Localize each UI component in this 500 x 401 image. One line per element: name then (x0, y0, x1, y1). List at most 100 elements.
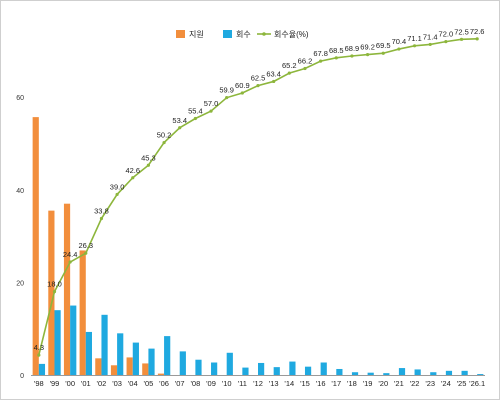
bar-recovery-26 (445, 370, 453, 375)
y-axis-ticks: 0 20 40 60 (16, 95, 24, 380)
y-tick-label-60: 60 (16, 95, 24, 102)
x-tick-label-10: '08 (190, 379, 200, 388)
data-label-22: 69.5 (376, 41, 391, 50)
bar-support-3 (79, 250, 86, 375)
bar-recovery-15 (273, 367, 280, 375)
bar-support-7 (142, 363, 149, 375)
legend-swatch-recovery (223, 30, 232, 38)
bar-recovery-27 (461, 370, 468, 375)
line-point-24 (412, 44, 417, 48)
line-point-5 (115, 192, 119, 197)
x-tick-label-18: '16 (316, 379, 326, 388)
line-point-6 (131, 176, 135, 180)
x-tick-label-11: '09 (206, 379, 216, 388)
line-point-3 (84, 251, 88, 255)
x-tick-label-7: '05 (144, 379, 154, 388)
data-label-13: 60.9 (235, 81, 250, 90)
data-label-24: 71.1 (407, 34, 422, 43)
bar-support-2 (63, 203, 71, 375)
bar-recovery-22 (383, 373, 390, 375)
x-tick-label-0: '98 (34, 379, 44, 388)
legend-swatch-line-marker (262, 32, 266, 36)
x-tick-label-28: '26.1 (469, 379, 485, 388)
bar-recovery-8 (164, 336, 171, 375)
bar-recovery-9 (179, 351, 186, 375)
data-label-2: 24.4 (63, 250, 78, 259)
line-point-18 (319, 59, 323, 63)
bar-recovery-7 (148, 348, 155, 375)
bar-recovery-24 (414, 369, 421, 375)
x-tick-label-4: '02 (97, 379, 107, 388)
line-point-7 (146, 163, 151, 167)
line-point-1 (52, 290, 57, 294)
data-label-18: 67.8 (313, 49, 328, 58)
data-label-26: 72.0 (439, 30, 454, 39)
line-point-19 (334, 56, 338, 60)
data-label-16: 65.2 (282, 61, 297, 70)
data-label-1: 18.0 (47, 280, 62, 289)
x-tick-label-26: '24 (441, 379, 451, 388)
data-label-25: 71.4 (423, 32, 438, 41)
line-point-15 (272, 79, 276, 84)
line-point-17 (303, 66, 307, 71)
line-point-9 (178, 126, 182, 130)
bar-recovery-12 (226, 352, 233, 375)
line-point-10 (193, 116, 197, 121)
bar-recovery-25 (430, 372, 437, 375)
data-label-15: 63.4 (266, 69, 281, 78)
x-tick-label-12: '10 (222, 379, 232, 388)
line-point-4 (99, 216, 104, 221)
legend: 지원 회수 회수율(%) (176, 30, 309, 39)
data-label-8: 50.2 (157, 131, 172, 140)
line-point-20 (350, 54, 354, 58)
line-point-12 (225, 96, 229, 100)
y-tick-label-0: 0 (20, 373, 24, 380)
legend-label-support: 지원 (189, 30, 204, 39)
legend-label-recovery: 회수 (236, 30, 251, 39)
data-label-11: 57.0 (204, 99, 219, 108)
x-tick-label-13: '11 (238, 379, 247, 388)
data-label-23: 70.4 (392, 37, 407, 46)
x-tick-label-22: '20 (378, 379, 388, 388)
bar-recovery-6 (132, 342, 139, 375)
legend-swatch-support (176, 30, 185, 38)
data-label-28: 72.6 (470, 27, 485, 36)
data-label-10: 55.4 (188, 107, 203, 116)
bar-recovery-21 (367, 372, 374, 375)
line-point-14 (256, 84, 260, 88)
line-point-25 (428, 42, 432, 47)
data-label-6: 42.6 (125, 166, 140, 175)
x-tick-label-5: '03 (112, 379, 122, 388)
bars-series-recovery (38, 305, 484, 376)
bar-recovery-14 (258, 362, 265, 375)
bar-recovery-3 (85, 331, 92, 375)
bar-support-5 (110, 365, 118, 375)
data-label-20: 68.9 (345, 44, 360, 53)
line-point-0 (37, 353, 41, 357)
x-tick-label-15: '13 (269, 379, 279, 388)
x-tick-label-20: '18 (347, 379, 357, 388)
bar-support-1 (48, 210, 55, 375)
x-tick-label-24: '22 (410, 379, 420, 388)
y-tick-label-20: 20 (16, 280, 24, 287)
x-tick-label-6: '04 (128, 379, 138, 388)
bar-support-6 (126, 357, 133, 375)
bar-recovery-11 (211, 362, 218, 375)
x-tick-label-16: '14 (284, 379, 294, 388)
line-point-2 (68, 260, 72, 264)
data-label-5: 39.0 (110, 182, 125, 191)
data-label-12: 59.9 (219, 86, 234, 95)
x-tick-label-3: '01 (81, 379, 91, 388)
bar-recovery-0 (38, 363, 46, 375)
x-tick-label-9: '07 (175, 379, 185, 388)
x-tick-label-8: '06 (159, 379, 169, 388)
bar-recovery-10 (195, 359, 202, 375)
x-tick-label-25: '23 (425, 379, 435, 388)
data-label-7: 45.3 (141, 153, 156, 162)
bar-recovery-13 (242, 367, 249, 375)
line-point-22 (381, 51, 385, 55)
y-tick-label-40: 40 (16, 188, 24, 195)
bar-recovery-17 (304, 366, 312, 375)
line-series-recovery-rate: 4.318.024.426.333.839.042.645.350.253.45… (34, 27, 485, 357)
